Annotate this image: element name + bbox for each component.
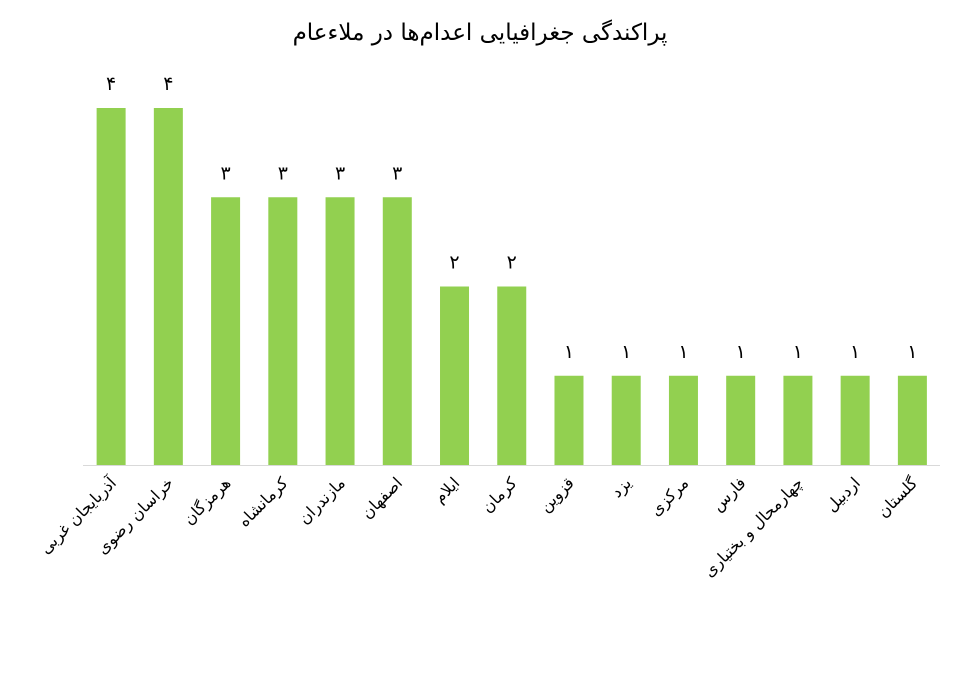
x-tick-label: کرمانشاه [234, 473, 292, 531]
bar [440, 286, 470, 465]
bar [611, 375, 641, 465]
data-label: ۳ [278, 162, 288, 184]
data-label: ۳ [220, 162, 230, 184]
x-tick-label: مازندران [294, 473, 349, 528]
x-tick-label: اردبیل [822, 473, 865, 516]
data-label: ۱ [621, 341, 631, 363]
data-label: ۱ [678, 341, 688, 363]
data-label: ۱ [736, 341, 746, 363]
bar [726, 375, 756, 465]
bar [325, 197, 355, 465]
x-tick-label: اصفهان [357, 473, 407, 523]
x-tick-label: یزد [607, 473, 636, 502]
x-tick-label: فارس [708, 473, 750, 515]
data-label: ۳ [392, 162, 402, 184]
data-label: ۱ [564, 341, 574, 363]
bar [497, 286, 527, 465]
chart-title: پراکندگی جغرافیایی اعدام‌ها در ملاءعام [293, 19, 668, 46]
x-tick-label: کرمان [478, 473, 522, 517]
data-label: ۲ [449, 252, 459, 274]
bar [96, 108, 126, 465]
data-label: ۱ [850, 341, 860, 363]
x-tick-label: ایلام [430, 473, 463, 506]
x-tick-label: چهارمحال و بختیاری [699, 473, 807, 581]
data-label: ۲ [507, 252, 517, 274]
x-tick-label: مرکزی [646, 473, 693, 520]
bar [211, 197, 241, 465]
data-label: ۱ [907, 341, 917, 363]
bar [783, 375, 813, 465]
x-tick-label: قزوین [535, 473, 578, 516]
bar [897, 375, 927, 465]
bar [382, 197, 412, 465]
x-tick-label: هرمزگان [179, 473, 235, 529]
bar [840, 375, 870, 465]
x-tick-label: گلستان [873, 473, 921, 521]
bar [554, 375, 584, 465]
data-label: ۳ [335, 162, 345, 184]
data-label: ۴ [163, 73, 173, 95]
data-label: ۴ [106, 73, 116, 95]
bar [268, 197, 298, 465]
bar [153, 108, 183, 465]
bar [668, 375, 698, 465]
data-label: ۱ [793, 341, 803, 363]
